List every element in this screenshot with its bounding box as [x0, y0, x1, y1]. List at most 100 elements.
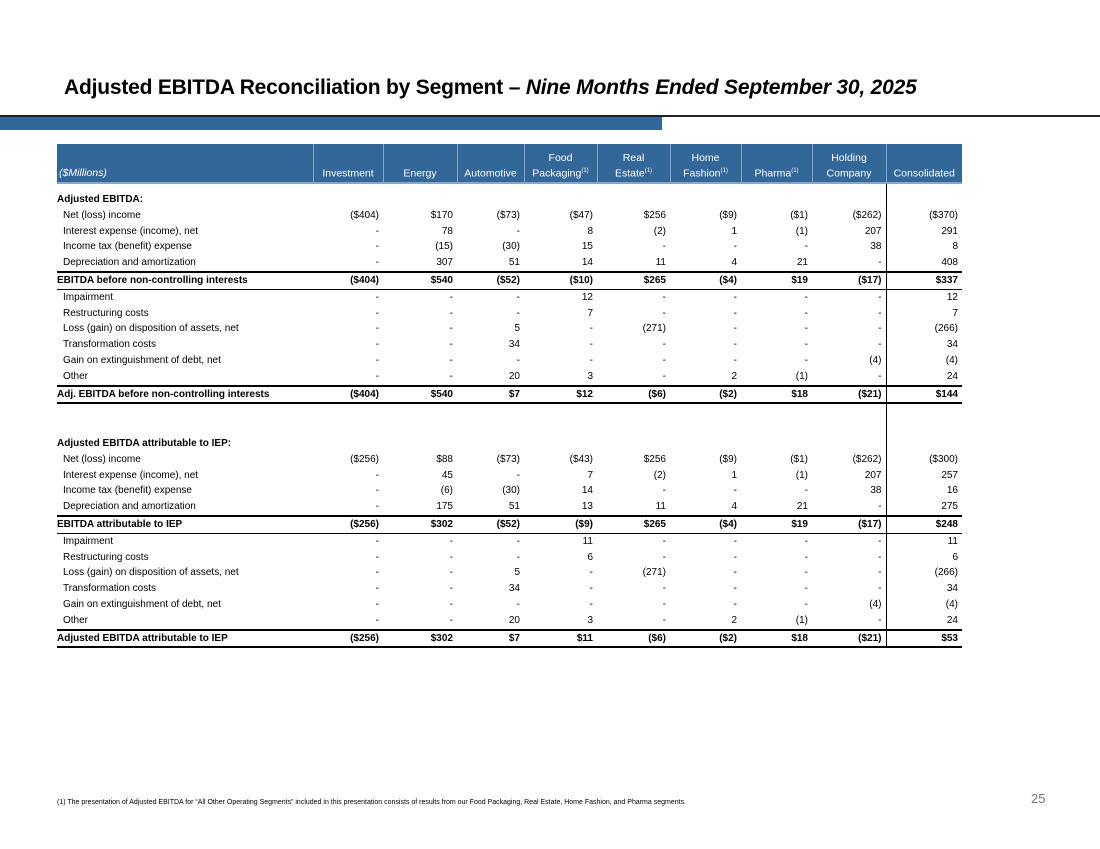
empty-cell	[741, 403, 812, 420]
empty-cell	[670, 436, 741, 452]
value-cell: ($52)	[457, 514, 524, 534]
column-header-line1: Food	[548, 151, 573, 164]
column-header: Investment	[312, 144, 383, 183]
row-label: Interest expense (income), net	[63, 469, 199, 481]
value-cell: -	[733, 583, 737, 595]
empty-cell	[670, 192, 741, 208]
value-cell: (266)	[885, 565, 962, 582]
empty-cell	[812, 436, 886, 452]
value-cell: 51	[508, 257, 520, 269]
empty-cell	[812, 192, 886, 208]
value-cell: (4)	[869, 354, 882, 366]
column-header-label: Estate	[614, 167, 645, 179]
value-cell: -	[878, 339, 882, 351]
column-header-line2: Fashion(1)	[673, 165, 739, 181]
value-cell: ($21)	[812, 384, 886, 405]
total-row: Adj. EBITDA before non-controlling inter…	[57, 384, 962, 405]
value-cell: (4)	[885, 352, 962, 369]
row-label: Restructuring costs	[63, 307, 149, 319]
table-row: Restructuring costs - - -6- - - -6	[57, 549, 962, 566]
value-cell: -	[516, 551, 520, 563]
value-cell: (30)	[502, 241, 520, 253]
value-cell: $256	[643, 209, 666, 221]
table-row: Net (loss) income ($404) $170 ($73) ($47) $25…	[57, 207, 962, 224]
value-cell: -	[804, 567, 808, 579]
empty-cell	[812, 403, 886, 420]
row-label: EBITDA before non-controlling interests	[57, 270, 313, 290]
corner-label: ($Millions)	[57, 144, 313, 183]
value-cell: -	[375, 485, 379, 497]
table-row: Other - -20 3-2 (1) -24	[57, 612, 962, 630]
empty-cell	[885, 403, 962, 421]
value-cell: -	[375, 323, 379, 335]
value-cell: 207	[864, 225, 882, 237]
value-cell: -	[662, 598, 666, 610]
value-cell: -	[516, 307, 520, 319]
column-header-line1	[889, 152, 961, 165]
value-cell: -	[733, 535, 737, 547]
table-row: Interest expense (income), net - 78 - 8 (2) 1 (…	[57, 223, 962, 240]
value-cell: 3	[587, 370, 593, 382]
row-label: Loss (gain) on disposition of assets, ne…	[63, 567, 239, 579]
value-cell: 34	[508, 583, 520, 595]
value-cell: ($1)	[790, 453, 808, 465]
value-cell: -	[449, 323, 453, 335]
empty-cell	[812, 420, 886, 436]
row-label: Restructuring costs	[63, 551, 149, 563]
value-cell: -	[375, 567, 379, 579]
table-row: Depreciation and amortization - 307 51 14 11 4…	[57, 255, 962, 272]
value-cell: -	[589, 323, 593, 335]
value-cell: ($370)	[885, 207, 962, 224]
value-cell: $18	[741, 628, 812, 649]
value-cell: $7	[457, 628, 524, 649]
value-cell: 2	[731, 614, 737, 626]
row-label: Depreciation and amortization	[63, 257, 196, 269]
value-cell: -	[375, 370, 379, 382]
value-cell: ($9)	[719, 453, 737, 465]
value-cell: 78	[441, 225, 453, 237]
column-header: Pharma(1)	[740, 144, 812, 183]
value-cell: 16	[885, 483, 962, 500]
page-title-period: Nine Months Ended September 30, 2025	[525, 76, 917, 99]
value-cell: -	[449, 291, 453, 303]
column-header-label: Packaging	[532, 167, 582, 179]
column-header-line1: Home	[691, 151, 720, 164]
empty-cell	[57, 403, 313, 420]
value-cell: 11	[582, 535, 593, 547]
value-cell: -	[804, 583, 808, 595]
value-cell: -	[449, 614, 453, 626]
section-heading-row: Adjusted EBITDA:	[57, 192, 962, 208]
column-header-line1: Real	[622, 151, 645, 164]
column-header-label: Investment	[322, 167, 374, 179]
column-header: Consolidated	[885, 144, 962, 183]
table-row: Impairment - - -12- - - -12	[57, 289, 962, 306]
value-cell: -	[449, 583, 453, 595]
value-cell: -	[589, 583, 593, 595]
spacer-row	[57, 183, 962, 192]
column-header-line2: Packaging(1)	[527, 165, 595, 181]
value-cell: ($9)	[524, 514, 597, 534]
column-header-line2: Pharma(1)	[744, 165, 810, 181]
value-cell: 307	[436, 257, 453, 269]
value-cell: -	[804, 485, 808, 497]
table-row: Loss (gain) on disposition of assets, ne…	[57, 565, 962, 582]
table-row: Restructuring costs - - -7- - - -7	[57, 305, 962, 322]
value-cell: -	[516, 598, 520, 610]
value-cell: 6	[587, 551, 593, 563]
value-cell: ($256)	[313, 628, 383, 649]
value-cell: -	[375, 257, 379, 269]
footnote: (1) The presentation of Adjusted EBITDA …	[57, 799, 687, 806]
value-cell: -	[516, 225, 520, 237]
table-row: Loss (gain) on disposition of assets, ne…	[57, 321, 962, 338]
value-cell: $256	[643, 453, 666, 465]
empty-cell	[741, 420, 812, 436]
value-cell: 291	[885, 223, 962, 240]
value-cell: -	[804, 535, 808, 547]
table-header-row: ($Millions) Investment Energy Automotive…	[57, 144, 962, 183]
value-cell: -	[589, 598, 593, 610]
value-cell: -	[804, 323, 808, 335]
table-row: Transformation costs - -34- - - - -34	[57, 581, 962, 597]
page-number: 25	[1031, 791, 1046, 806]
row-label: Loss (gain) on disposition of assets, ne…	[63, 323, 239, 335]
value-cell: (271)	[642, 323, 666, 335]
